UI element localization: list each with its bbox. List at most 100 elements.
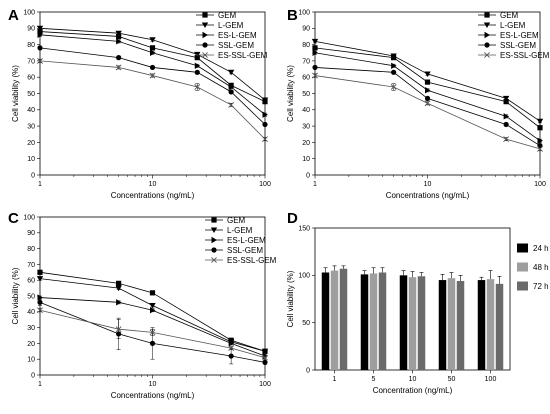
panel-letter: C [8,210,19,227]
data-point [503,99,509,105]
panel-letter: A [8,7,19,24]
data-point [149,302,156,309]
legend-item: ES-L-GEM [478,31,539,40]
data-point [228,89,234,95]
data-point [194,55,200,61]
y-tick-label: 10 [27,156,35,163]
y-tick-label: 0 [306,172,310,179]
legend-swatch [517,281,528,291]
data-point [194,69,200,75]
y-tick-label: 0 [306,367,310,374]
data-point [37,45,43,51]
data-point [115,64,122,71]
data-point [424,100,431,107]
data-point [115,326,122,333]
legend-marker [484,12,490,18]
data-point [262,121,268,128]
x-tick-label: 5 [372,376,376,383]
y-tick-label: 20 [27,140,35,147]
data-point [116,55,122,61]
data-point [228,353,234,359]
series-ssl-gem [37,45,268,128]
data-point [537,146,543,152]
data-point [116,280,122,286]
y-tick-label: 100 [298,273,310,280]
data-point [262,111,268,118]
legend-label: ES-SSL-GEM [218,51,268,60]
legend-label: GEM [218,11,237,20]
bar [495,283,504,370]
data-point [503,121,509,128]
y-axis-title: Cell viability (%) [11,267,20,324]
y-tick-label: 80 [27,42,35,49]
legend-marker [211,257,217,263]
data-point [503,113,510,120]
data-point [503,136,510,143]
legend-label: ES-L-GEM [227,236,266,245]
legend-label: 48 h [533,263,549,272]
y-tick-label: 80 [302,42,310,49]
y-tick-label: 0 [31,372,35,379]
legend-label: L-GEM [218,21,244,30]
error-bar [380,267,385,273]
y-tick-label: 50 [302,320,310,327]
legend-marker [201,22,209,28]
x-tick-label: 10 [424,181,432,188]
x-tick-label: 100 [259,181,271,188]
x-tick-label: 100 [259,381,271,388]
data-point [228,83,235,91]
x-tick-label: 50 [448,376,456,383]
data-point [150,49,156,56]
y-tick-label: 150 [298,225,310,232]
series-es-ssl-gem [37,307,268,361]
bar [477,280,486,370]
error-bar [332,265,337,271]
error-bar [449,272,454,279]
legend-label: GEM [500,11,519,20]
error-bar [488,270,493,280]
legend-item: ES-SSL-GEM [196,51,268,60]
data-point [261,348,269,355]
data-point [149,45,156,51]
y-tick-label: 0 [31,172,35,179]
legend-marker [210,227,218,233]
legend-marker [211,247,217,253]
data-point [115,285,122,292]
data-point [312,64,318,71]
data-point [312,49,318,56]
y-tick-label: 40 [27,107,35,114]
data-point [262,359,268,365]
legend-marker [202,52,208,58]
y-tick-label: 80 [27,246,35,253]
y-axis-title: Cell viability (%) [286,270,295,327]
bar [330,270,339,370]
data-point [390,53,397,60]
y-tick-label: 10 [302,156,310,163]
data-point [194,84,201,90]
x-tick-label: 1 [38,181,42,188]
data-point [391,69,397,75]
data-point [536,118,544,125]
data-point [537,137,543,144]
legend-marker [211,236,217,244]
x-tick-label: 1 [38,381,42,388]
error-bar [419,272,424,277]
y-axis-title: Cell viability (%) [286,65,295,122]
legend-marker [202,31,208,39]
legend-label: L-GEM [227,226,253,235]
bar [369,273,378,370]
y-tick-label: 30 [302,124,310,131]
data-point [228,345,235,352]
data-point [149,329,156,336]
series-es-l-gem [312,49,543,144]
legend-label: GEM [227,216,246,225]
y-tick-label: 50 [27,91,35,98]
series-line [39,60,266,140]
y-tick-label: 40 [27,309,35,316]
legend-marker [483,22,491,28]
